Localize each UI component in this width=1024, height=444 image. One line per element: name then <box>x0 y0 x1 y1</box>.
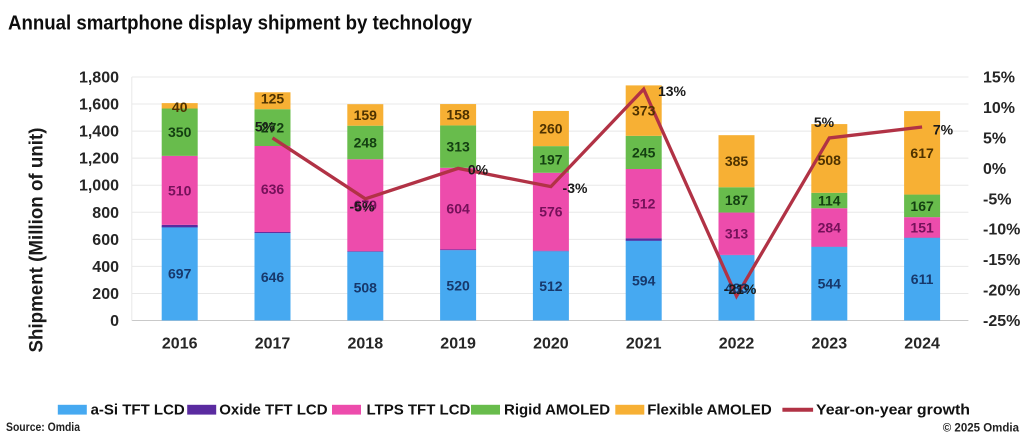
svg-text:385: 385 <box>725 153 749 169</box>
svg-text:Shipment (Million of unit): Shipment (Million of unit) <box>27 128 48 353</box>
svg-text:350: 350 <box>168 124 192 140</box>
svg-text:544: 544 <box>818 276 842 292</box>
svg-text:617: 617 <box>910 145 934 161</box>
svg-text:Rigid AMOLED: Rigid AMOLED <box>504 402 610 419</box>
svg-text:2021: 2021 <box>626 336 662 353</box>
svg-text:114: 114 <box>818 193 841 209</box>
svg-text:Annual smartphone display ship: Annual smartphone display shipment by te… <box>8 13 473 35</box>
svg-text:1,800: 1,800 <box>79 70 119 87</box>
svg-text:600: 600 <box>92 232 119 249</box>
svg-text:200: 200 <box>92 286 119 303</box>
svg-text:1,600: 1,600 <box>79 97 119 114</box>
svg-text:Source: Omdia: Source: Omdia <box>6 422 81 434</box>
svg-text:158: 158 <box>446 107 470 123</box>
svg-text:LTPS TFT LCD: LTPS TFT LCD <box>367 402 471 419</box>
svg-text:697: 697 <box>168 265 192 281</box>
svg-text:800: 800 <box>92 205 119 222</box>
svg-text:636: 636 <box>261 181 285 197</box>
svg-text:2024: 2024 <box>904 336 940 353</box>
svg-text:508: 508 <box>818 152 842 168</box>
svg-text:646: 646 <box>261 269 285 285</box>
svg-text:5%: 5% <box>983 130 1006 147</box>
svg-text:-21%: -21% <box>724 281 757 297</box>
svg-text:0%: 0% <box>983 161 1006 178</box>
svg-text:5%: 5% <box>814 114 835 130</box>
svg-text:510: 510 <box>168 182 192 198</box>
svg-text:576: 576 <box>539 204 563 220</box>
svg-text:167: 167 <box>910 198 934 214</box>
svg-text:197: 197 <box>539 151 563 167</box>
svg-text:Year-on-year growth: Year-on-year growth <box>816 402 970 419</box>
svg-text:2023: 2023 <box>812 336 848 353</box>
svg-text:125: 125 <box>261 91 285 107</box>
svg-text:2016: 2016 <box>162 336 198 353</box>
svg-text:-20%: -20% <box>983 283 1020 300</box>
svg-text:0: 0 <box>110 313 119 330</box>
svg-text:2019: 2019 <box>440 336 476 353</box>
svg-text:594: 594 <box>632 272 656 288</box>
svg-text:159: 159 <box>354 107 378 123</box>
svg-text:512: 512 <box>539 278 563 294</box>
svg-text:604: 604 <box>446 201 470 217</box>
svg-text:260: 260 <box>539 121 563 137</box>
svg-text:313: 313 <box>725 226 749 242</box>
svg-text:13%: 13% <box>658 83 687 99</box>
svg-text:520: 520 <box>446 277 470 293</box>
svg-text:15%: 15% <box>983 70 1015 87</box>
svg-text:40: 40 <box>172 99 188 115</box>
svg-text:10%: 10% <box>983 100 1015 117</box>
svg-text:7%: 7% <box>933 122 954 138</box>
svg-text:2022: 2022 <box>719 336 755 353</box>
svg-text:-3%: -3% <box>563 180 588 196</box>
svg-text:245: 245 <box>632 144 656 160</box>
svg-text:Flexible AMOLED: Flexible AMOLED <box>647 402 772 419</box>
svg-text:512: 512 <box>632 196 656 212</box>
svg-text:284: 284 <box>818 219 842 235</box>
svg-text:-5%: -5% <box>350 199 375 215</box>
svg-text:248: 248 <box>354 134 378 150</box>
svg-text:373: 373 <box>632 103 656 119</box>
svg-text:0%: 0% <box>468 162 489 178</box>
svg-text:-25%: -25% <box>983 313 1020 330</box>
svg-text:2020: 2020 <box>533 336 569 353</box>
svg-text:313: 313 <box>446 139 470 155</box>
svg-text:611: 611 <box>911 271 934 287</box>
svg-text:a-Si TFT LCD: a-Si TFT LCD <box>91 402 185 419</box>
svg-text:-15%: -15% <box>983 252 1020 269</box>
svg-text:400: 400 <box>92 259 119 276</box>
svg-text:2017: 2017 <box>255 336 291 353</box>
svg-text:5%: 5% <box>255 119 276 135</box>
svg-text:Oxide TFT LCD: Oxide TFT LCD <box>219 402 328 419</box>
svg-text:1,200: 1,200 <box>79 151 119 168</box>
svg-text:-5%: -5% <box>983 191 1011 208</box>
svg-text:508: 508 <box>354 280 378 296</box>
svg-text:1,000: 1,000 <box>79 178 119 195</box>
svg-text:187: 187 <box>725 192 749 208</box>
svg-text:2018: 2018 <box>348 336 384 353</box>
svg-text:151: 151 <box>910 219 934 235</box>
svg-text:-10%: -10% <box>983 222 1020 239</box>
svg-text:© 2025 Omdia: © 2025 Omdia <box>943 423 1020 435</box>
svg-text:1,400: 1,400 <box>79 124 119 141</box>
